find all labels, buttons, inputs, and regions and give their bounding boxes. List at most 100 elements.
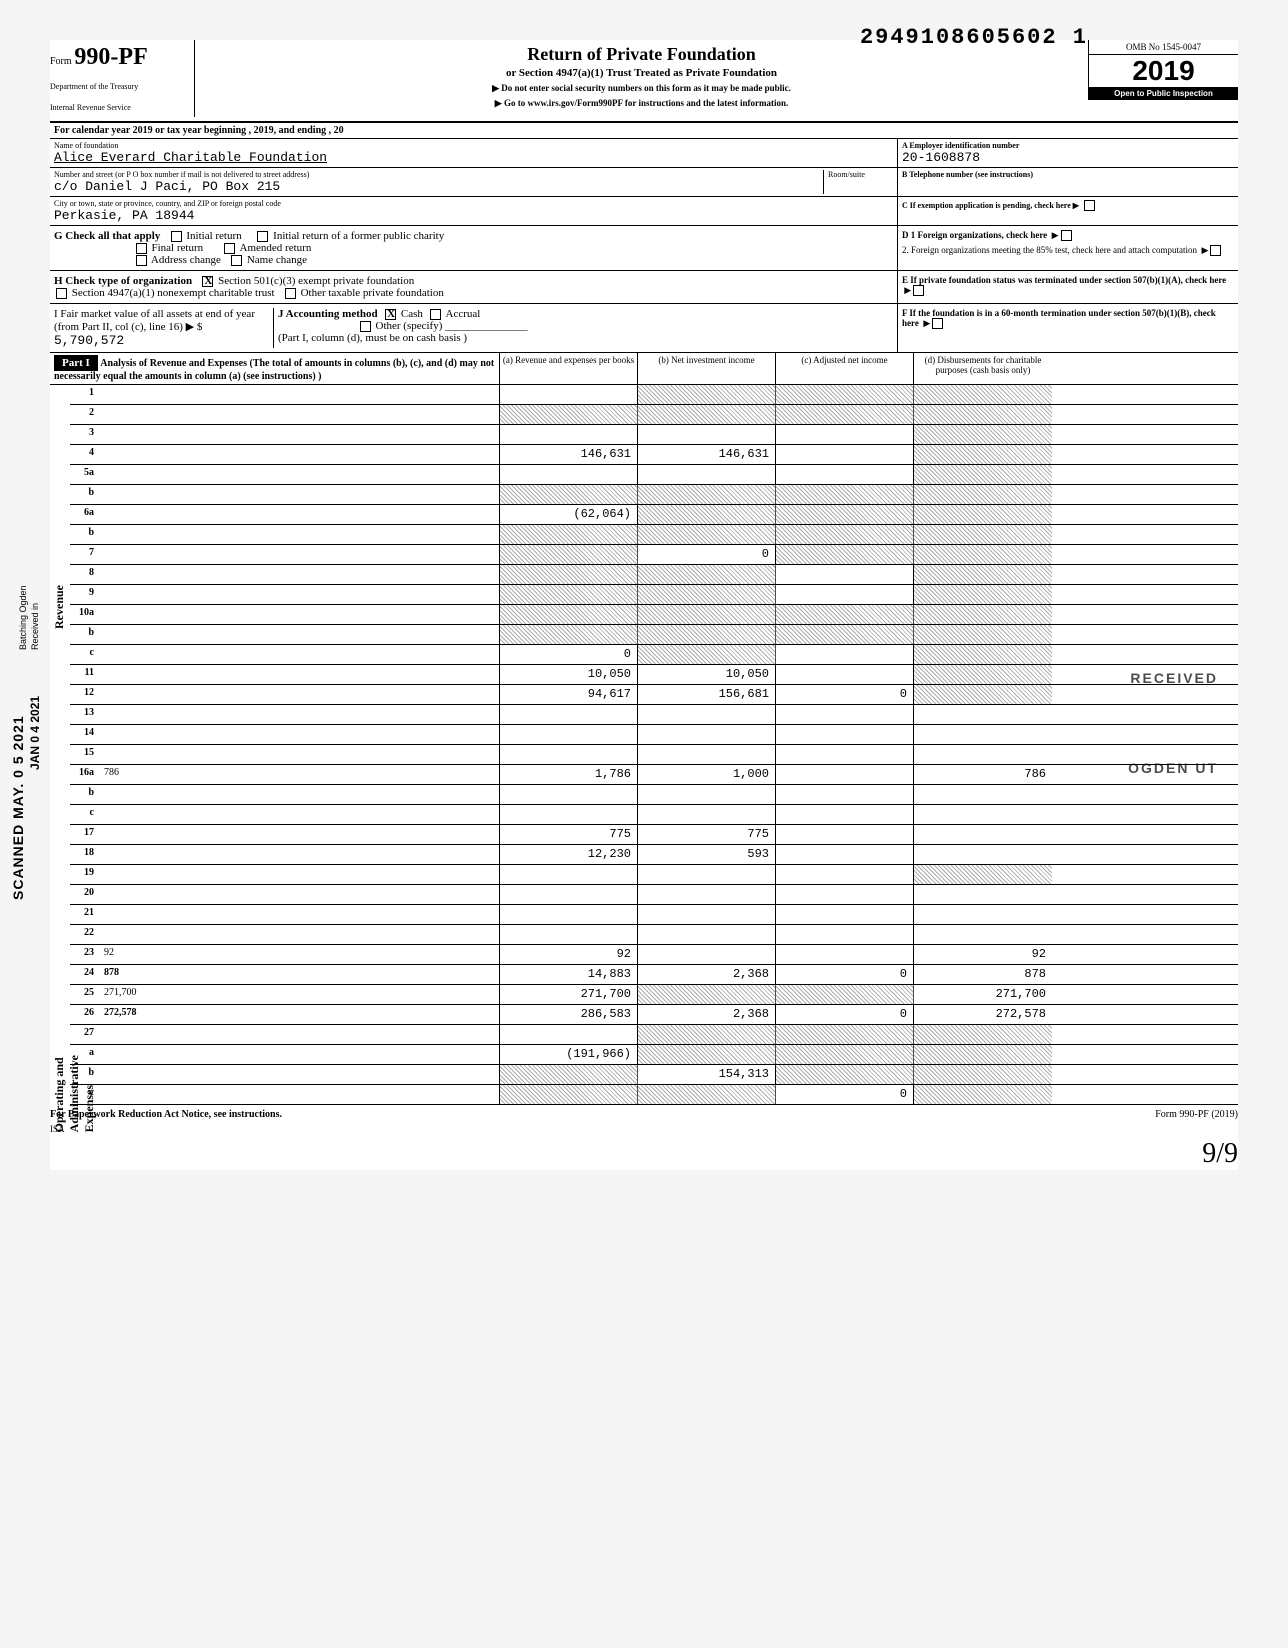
col-a-header: (a) Revenue and expenses per books [500, 353, 638, 384]
row-description: 878 [100, 965, 500, 984]
data-cell-a [500, 865, 638, 884]
form-prefix: Form [50, 56, 72, 67]
row-description [100, 785, 500, 804]
data-cell-d [914, 905, 1052, 924]
isa-label: ISA [50, 1124, 1238, 1134]
form-number-box: Form 990-PF Department of the Treasury I… [50, 40, 195, 117]
data-cell-b: 146,631 [638, 445, 776, 464]
data-cell-c [776, 745, 914, 764]
main-title: Return of Private Foundation [203, 44, 1080, 65]
data-cell-c [776, 845, 914, 864]
table-row: 1 [70, 385, 1238, 405]
d1-label: D 1 Foreign organizations, check here [902, 230, 1047, 240]
tax-year-line: For calendar year 2019 or tax year begin… [50, 123, 1238, 139]
data-cell-d [914, 685, 1052, 704]
data-cell-b: 593 [638, 845, 776, 864]
table-row: c0 [70, 1085, 1238, 1105]
table-row: 23929292 [70, 945, 1238, 965]
form-header: Form 990-PF Department of the Treasury I… [50, 40, 1238, 123]
row-description [100, 545, 500, 564]
row-number: 22 [70, 925, 100, 944]
row-number: 6a [70, 505, 100, 524]
data-cell-d [914, 725, 1052, 744]
table-row: 10a [70, 605, 1238, 625]
exemption-checkbox[interactable] [1084, 200, 1095, 211]
h-other-checkbox[interactable] [285, 288, 296, 299]
g-former-checkbox[interactable] [257, 231, 268, 242]
j-other-checkbox[interactable] [360, 321, 371, 332]
row-description [100, 905, 500, 924]
row-number: 4 [70, 445, 100, 464]
data-cell-b [638, 885, 776, 904]
data-cell-a: 10,050 [500, 665, 638, 684]
data-cell-c [776, 565, 914, 584]
row-description [100, 605, 500, 624]
j-cash-checkbox[interactable] [385, 309, 396, 320]
data-cell-c [776, 1025, 914, 1044]
section-i: I Fair market value of all assets at end… [50, 304, 898, 352]
i-label: I Fair market value of all assets at end… [54, 308, 255, 333]
g-final-checkbox[interactable] [136, 243, 147, 254]
section-h: H Check type of organization Section 501… [50, 271, 898, 303]
scanned-stamp: SCANNED MAY. 0 5 2021 [10, 715, 26, 900]
data-cell-c [776, 505, 914, 524]
row-number: 23 [70, 945, 100, 964]
name-cell: Name of foundation Alice Everard Charita… [50, 139, 898, 167]
data-cell-a: 271,700 [500, 985, 638, 1004]
g-address-checkbox[interactable] [136, 255, 147, 266]
j-note: (Part I, column (d), must be on cash bas… [278, 332, 467, 344]
row-number: b [70, 525, 100, 544]
row-number: 8 [70, 565, 100, 584]
data-cell-d [914, 925, 1052, 944]
data-cell-b: 0 [638, 545, 776, 564]
data-cell-c [776, 485, 914, 504]
revenue-side-label: Revenue [52, 585, 67, 629]
table-row: 9 [70, 585, 1238, 605]
h-4947-checkbox[interactable] [56, 288, 67, 299]
section-f: F If the foundation is in a 60-month ter… [898, 304, 1238, 352]
row-number: 7 [70, 545, 100, 564]
row-number: 21 [70, 905, 100, 924]
j-accrual-checkbox[interactable] [430, 309, 441, 320]
d2-checkbox[interactable] [1210, 245, 1221, 256]
exemption-label: C If exemption application is pending, c… [902, 201, 1079, 210]
data-cell-a [500, 405, 638, 424]
row-number: 19 [70, 865, 100, 884]
row-description [100, 725, 500, 744]
table-row: 5a [70, 465, 1238, 485]
part1-title: Analysis of Revenue and Expenses (The to… [54, 358, 494, 382]
section-g: G Check all that apply Initial return In… [50, 226, 898, 270]
table-row: 2 [70, 405, 1238, 425]
data-cell-a: 94,617 [500, 685, 638, 704]
data-cell-b: 154,313 [638, 1065, 776, 1084]
table-row: b [70, 525, 1238, 545]
d1-checkbox[interactable] [1061, 230, 1072, 241]
row-description [100, 845, 500, 864]
data-cell-c [776, 925, 914, 944]
part1-title-cell: Part I Analysis of Revenue and Expenses … [50, 353, 500, 384]
table-row: 27 [70, 1025, 1238, 1045]
data-table: Revenue Operating and Administrative Exp… [70, 385, 1238, 1105]
table-row: a(191,966) [70, 1045, 1238, 1065]
e-checkbox[interactable] [913, 285, 924, 296]
row-description [100, 745, 500, 764]
g-initial-checkbox[interactable] [171, 231, 182, 242]
data-cell-a [500, 525, 638, 544]
city-exemption-row: City or town, state or province, country… [50, 197, 1238, 226]
data-cell-c [776, 765, 914, 784]
data-cell-c [776, 905, 914, 924]
row-description [100, 485, 500, 504]
address-cell: Number and street (or P O box number if … [50, 168, 898, 196]
data-cell-a [500, 805, 638, 824]
h-501c3-checkbox[interactable] [202, 276, 213, 287]
dept-treasury: Department of the Treasury [50, 83, 186, 92]
g-name-checkbox[interactable] [231, 255, 242, 266]
f-checkbox[interactable] [932, 318, 943, 329]
part1-header-row: Part I Analysis of Revenue and Expenses … [50, 353, 1238, 385]
row-description [100, 1065, 500, 1084]
data-cell-d [914, 605, 1052, 624]
table-row: 14 [70, 725, 1238, 745]
g-amended-checkbox[interactable] [224, 243, 235, 254]
data-cell-b [638, 725, 776, 744]
name-ein-row: Name of foundation Alice Everard Charita… [50, 139, 1238, 168]
